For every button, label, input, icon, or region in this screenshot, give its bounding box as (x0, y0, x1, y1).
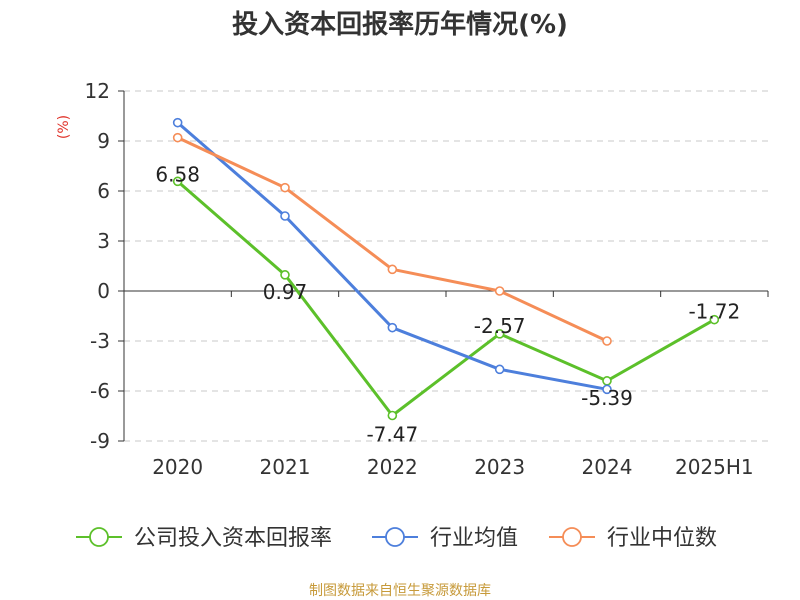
chart-title: 投入资本回报率历年情况(%) (232, 9, 568, 40)
series-line-0 (176, 180, 716, 417)
series-line-1 (176, 121, 608, 391)
series-1-point-3 (494, 364, 505, 375)
series-1-point-1 (280, 211, 290, 221)
series-layer (172, 117, 720, 421)
legend-label-0: 公司投入资本回报率 (134, 526, 332, 551)
series-0-point-4 (602, 376, 612, 386)
axes: 12 9 6 3 0 -3 -6 -9 2020 2021 2022 2023 2024 2025H1 (85, 79, 769, 479)
legend-marker-1 (385, 527, 405, 547)
series-1-point-0 (172, 117, 183, 128)
series-2-point-3 (494, 286, 505, 296)
data-label-3: -2.57 (474, 314, 526, 338)
series-2-point-2 (387, 264, 398, 275)
series-0-point-1 (280, 270, 290, 280)
legend-label-2: 行业中位数 (607, 526, 717, 551)
data-label-1: 0.97 (263, 280, 308, 304)
y-tick-label-0: 12 (85, 79, 110, 103)
x-tick-label-4: 2024 (582, 455, 633, 479)
source-note: 制图数据来自恒生聚源数据库 (309, 583, 491, 599)
y-tick-label-2: 6 (97, 179, 110, 203)
data-label-4: -5.39 (581, 386, 633, 410)
x-tick-label-3: 2023 (474, 455, 525, 479)
y-tick-label-5: -3 (90, 329, 110, 353)
legend-marker-2 (562, 527, 582, 547)
data-label-0: 6.58 (155, 162, 200, 186)
data-label-2: -7.47 (366, 423, 418, 447)
x-tick-label-0: 2020 (152, 455, 203, 479)
series-2-point-1 (280, 182, 290, 193)
series-0-point-2 (387, 410, 398, 421)
data-label-5: -1.72 (688, 300, 740, 324)
series-0-point-0 (172, 176, 183, 187)
series-0-point-5 (709, 314, 720, 325)
series-2-point-4 (602, 336, 612, 346)
y-tick-label-7: -9 (90, 429, 110, 453)
grid-lines (124, 90, 768, 442)
y-tick-label-6: -6 (90, 379, 110, 403)
x-tick-label-1: 2021 (260, 455, 311, 479)
data-labels: 6.58 0.97 -7.47 -2.57 -5.39 -1.72 (155, 162, 740, 446)
y-tick-label-3: 3 (97, 229, 110, 253)
y-tick-label-1: 9 (97, 129, 110, 153)
legend-label-1: 行业均值 (430, 526, 518, 551)
y-tick-label-4: 0 (97, 279, 110, 303)
y-axis-unit: (%) (56, 115, 72, 139)
series-1-point-4 (602, 384, 612, 395)
legend: 公司投入资本回报率 行业均值 行业中位数 (76, 526, 717, 551)
x-tick-label-2: 2022 (367, 455, 418, 479)
legend-marker-0 (89, 527, 109, 547)
x-tick-label-5: 2025H1 (675, 455, 754, 479)
series-0-point-3 (494, 329, 505, 339)
series-2-point-0 (172, 132, 183, 143)
series-1-point-2 (387, 322, 398, 333)
